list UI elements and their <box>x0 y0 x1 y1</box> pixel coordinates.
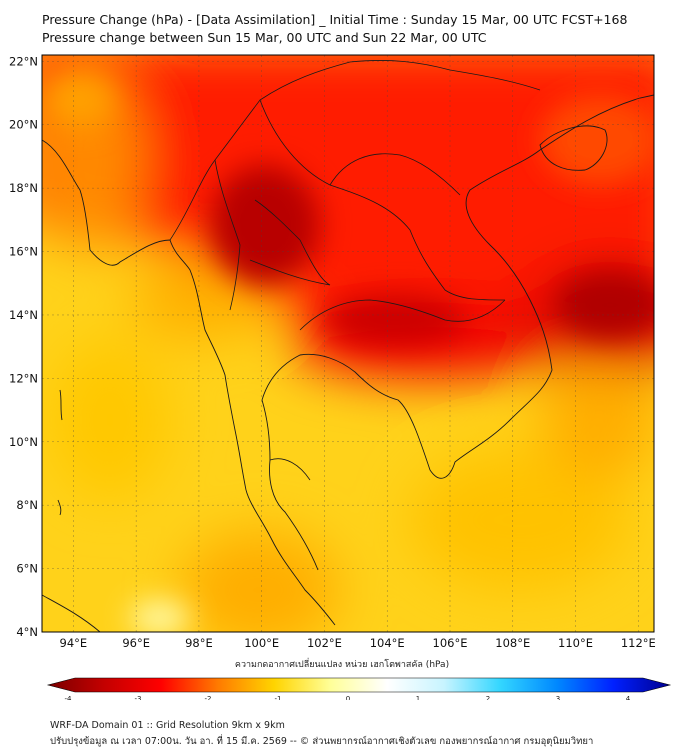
map-gridlines <box>42 55 654 632</box>
map-frame <box>41 54 655 633</box>
lat-tick-label: 6°N <box>16 562 38 576</box>
lon-tick-label: 104°E <box>370 636 405 650</box>
latitude-labels: 22°N 20°N 18°N 16°N 14°N 12°N 10°N 8°N 6°N 4°N <box>9 54 38 639</box>
pressure-change-map: 22°N 20°N 18°N 16°N 14°N 12°N 10°N 8°N 6°N 4°N 94… <box>9 54 672 700</box>
colorbar-tick-label: -2 <box>205 695 212 700</box>
coastlines <box>42 94 654 632</box>
lat-tick-label: 20°N <box>9 118 38 132</box>
lon-tick-label: 102°E <box>307 636 342 650</box>
colorbar-tick-label: -4 <box>65 695 73 700</box>
credit-line: ปรับปรุงข้อมูล ณ เวลา 07:00น. วัน อา. ที… <box>50 736 594 747</box>
lon-tick-label: 110°E <box>558 636 593 650</box>
colorbar-title: ความกดอากาศเปลี่ยนแปลง หน่วย เฮกโตพาสคัล… <box>235 657 449 670</box>
model-info: WRF-DA Domain 01 :: Grid Resolution 9km … <box>50 720 285 731</box>
colorbar-tick-label: 4 <box>626 695 631 700</box>
lat-tick-label: 10°N <box>9 435 38 449</box>
lat-tick-label: 16°N <box>9 245 38 259</box>
colorbar-tick-label: -3 <box>135 695 142 700</box>
lon-tick-label: 112°E <box>621 636 656 650</box>
colorbar-tick-label: 3 <box>556 695 560 700</box>
colorbar-tick-label: 2 <box>486 695 490 700</box>
lat-tick-label: 18°N <box>9 181 38 195</box>
lon-tick-label: 106°E <box>433 636 468 650</box>
colorbar-tick-label: 1 <box>416 695 420 700</box>
lat-tick-label: 12°N <box>9 371 38 385</box>
map-title: Pressure Change (hPa) - [Data Assimilati… <box>42 12 628 27</box>
lat-tick-label: 4°N <box>16 625 38 639</box>
lat-tick-label: 22°N <box>9 54 38 68</box>
lat-tick-label: 14°N <box>9 308 38 322</box>
lon-tick-label: 96°E <box>122 636 150 650</box>
lon-tick-label: 108°E <box>495 636 530 650</box>
lon-tick-label: 100°E <box>244 636 279 650</box>
map-subtitle: Pressure change between Sun 15 Mar, 00 U… <box>42 30 487 45</box>
colorbar-tick-label: 0 <box>346 695 350 700</box>
colorbar-ticks: -4 -3 -2 -1 0 1 2 3 4 <box>65 695 631 700</box>
lon-tick-label: 98°E <box>185 636 213 650</box>
country-borders <box>169 60 541 481</box>
lat-tick-label: 8°N <box>16 498 38 512</box>
pressure-field <box>42 55 654 632</box>
colorbar <box>46 677 672 693</box>
colorbar-tick-label: -1 <box>275 695 282 700</box>
longitude-labels: 94°E 96°E 98°E 100°E 102°E 104°E 106°E 108°E 110… <box>60 636 656 650</box>
lon-tick-label: 94°E <box>60 636 88 650</box>
